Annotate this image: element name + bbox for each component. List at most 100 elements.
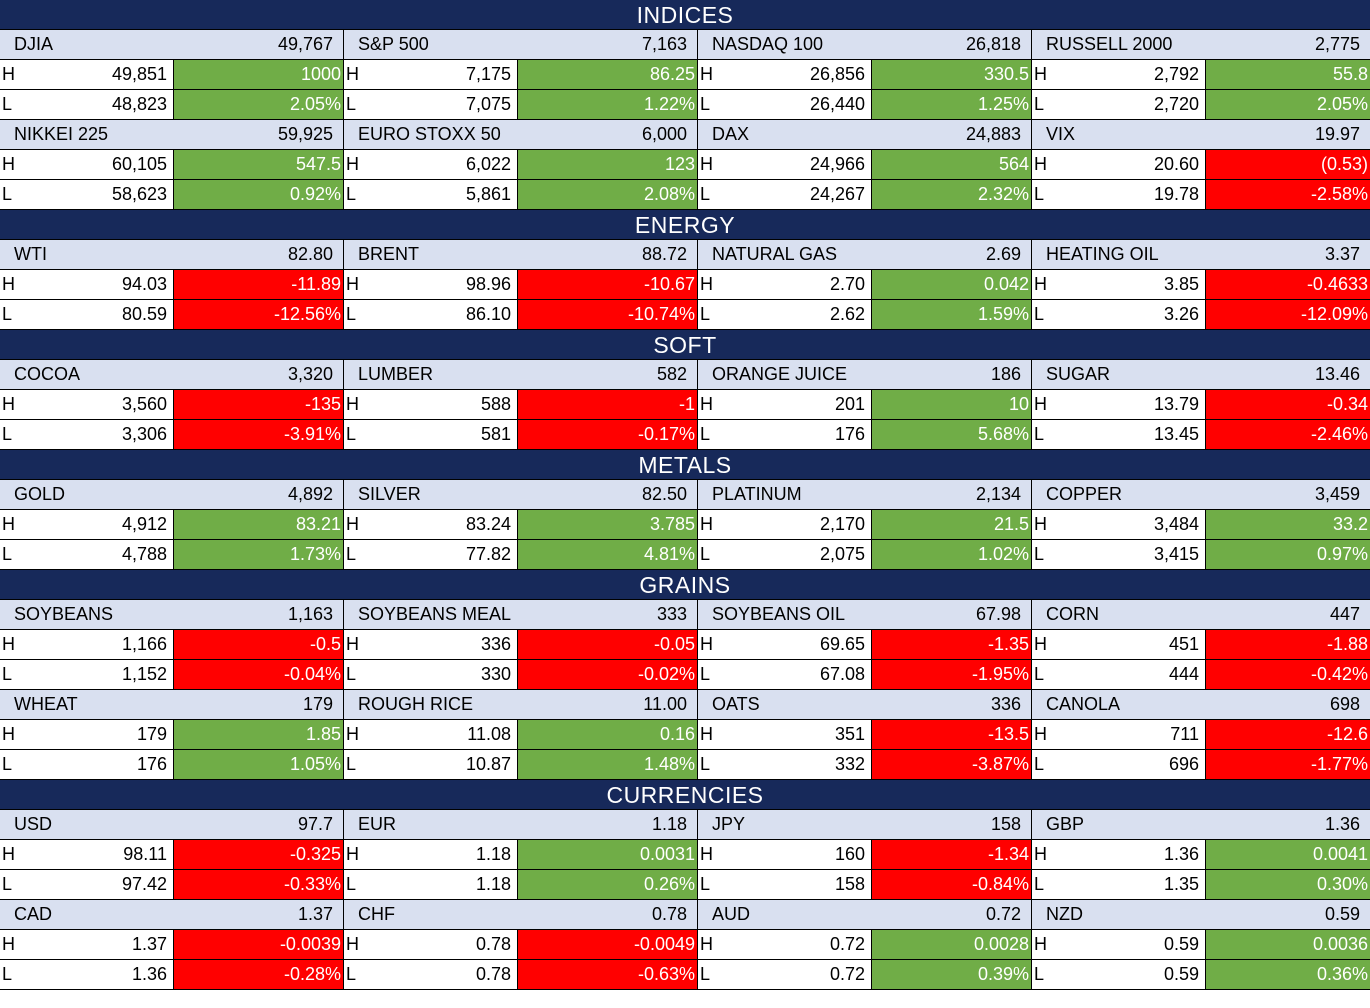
percent-change: -3.87% [872, 750, 1031, 779]
low-label: L [1032, 180, 1048, 209]
percent-change: 1.02% [872, 540, 1031, 569]
instrument-block: SUGAR 13.46 H 13.79 -0.34 L 13.45 -2.46% [1032, 360, 1370, 450]
high-label: H [698, 930, 714, 959]
percent-change: -0.02% [518, 660, 697, 689]
high-label: H [1032, 150, 1048, 179]
instrument-header: NZD 0.59 [1032, 900, 1370, 930]
instrument-header: NATURAL GAS 2.69 [698, 240, 1031, 270]
instrument-block: SOYBEANS 1,163 H 1,166 -0.5 L 1,152 -0.04% [0, 600, 344, 690]
change-value: 0.0031 [518, 840, 697, 869]
instrument-name: OATS [712, 694, 760, 714]
instrument-name: NZD [1046, 904, 1083, 924]
instrument-price: 82.80 [287, 244, 333, 264]
high-line: H 11.08 0.16 [344, 720, 697, 750]
instrument-block: SOYBEANS MEAL 333 H 336 -0.05 L 330 -0.02% [344, 600, 698, 690]
instrument-row: WHEAT 179 H 179 1.85 L 176 1.05% ROUGH RICE 11.00… [0, 690, 1370, 780]
change-value: -13.5 [872, 720, 1031, 749]
low-line: L 581 -0.17% [344, 420, 697, 450]
low-line: L 1.18 0.26% [344, 870, 697, 900]
instrument-block: CAD 1.37 H 1.37 -0.0039 L 1.36 -0.28% [0, 900, 344, 990]
percent-change: 2.05% [1206, 90, 1370, 119]
change-value: 0.16 [518, 720, 697, 749]
change-value: 10 [872, 390, 1031, 419]
change-value: -1.34 [872, 840, 1031, 869]
low-label: L [0, 660, 16, 689]
change-value: -11.89 [174, 270, 343, 299]
low-label: L [1032, 420, 1048, 449]
instrument-name: ROUGH RICE [358, 694, 474, 714]
high-value: 336 [360, 630, 518, 659]
low-label: L [344, 750, 360, 779]
low-value: 67.08 [714, 660, 872, 689]
instrument-name: SOYBEANS MEAL [358, 604, 512, 624]
instrument-price: 2,775 [1314, 34, 1360, 54]
instrument-price: 19.97 [1314, 124, 1360, 144]
change-value: 564 [872, 150, 1031, 179]
instrument-name: CAD [14, 904, 53, 924]
section-title-metals: METALS [0, 450, 1370, 480]
high-value: 3.85 [1048, 270, 1206, 299]
instrument-row: SOYBEANS 1,163 H 1,166 -0.5 L 1,152 -0.04% SOYBE… [0, 600, 1370, 690]
high-line: H 2,170 21.5 [698, 510, 1031, 540]
change-value: 21.5 [872, 510, 1031, 539]
change-value: 0.042 [872, 270, 1031, 299]
low-line: L 77.82 4.81% [344, 540, 697, 570]
instrument-price: 2.69 [985, 244, 1021, 264]
instrument-row: USD 97.7 H 98.11 -0.325 L 97.42 -0.33% EUR 1.18 H 1… [0, 810, 1370, 900]
high-label: H [1032, 840, 1048, 869]
low-label: L [0, 540, 16, 569]
high-line: H 2.70 0.042 [698, 270, 1031, 300]
low-value: 330 [360, 660, 518, 689]
low-value: 0.59 [1048, 960, 1206, 989]
instrument-name: GOLD [14, 484, 66, 504]
instrument-price: 49,767 [277, 34, 333, 54]
instrument-header: WTI 82.80 [0, 240, 343, 270]
high-label: H [1032, 60, 1048, 89]
instrument-header: WHEAT 179 [0, 690, 343, 720]
percent-change: -12.56% [174, 300, 343, 329]
high-label: H [698, 270, 714, 299]
low-label: L [1032, 750, 1048, 779]
low-label: L [698, 180, 714, 209]
instrument-header: COPPER 3,459 [1032, 480, 1370, 510]
low-value: 97.42 [16, 870, 174, 899]
high-value: 24,966 [714, 150, 872, 179]
high-value: 11.08 [360, 720, 518, 749]
low-label: L [0, 960, 16, 989]
high-label: H [0, 60, 16, 89]
low-line: L 5,861 2.08% [344, 180, 697, 210]
instrument-block: COPPER 3,459 H 3,484 33.2 L 3,415 0.97% [1032, 480, 1370, 570]
low-label: L [344, 540, 360, 569]
high-value: 4,912 [16, 510, 174, 539]
high-line: H 3,484 33.2 [1032, 510, 1370, 540]
high-value: 179 [16, 720, 174, 749]
instrument-block: NASDAQ 100 26,818 H 26,856 330.5 L 26,440 1.25% [698, 30, 1032, 120]
section-title-currencies: CURRENCIES [0, 780, 1370, 810]
instrument-block: S&P 500 7,163 H 7,175 86.25 L 7,075 1.22% [344, 30, 698, 120]
change-value: -0.0039 [174, 930, 343, 959]
high-line: H 3,560 -135 [0, 390, 343, 420]
instrument-price: 1.36 [1324, 814, 1360, 834]
low-value: 3,306 [16, 420, 174, 449]
instrument-name: CANOLA [1046, 694, 1121, 714]
instrument-header: SUGAR 13.46 [1032, 360, 1370, 390]
instrument-price: 186 [990, 364, 1021, 384]
percent-change: 2.05% [174, 90, 343, 119]
instrument-header: ROUGH RICE 11.00 [344, 690, 697, 720]
low-line: L 97.42 -0.33% [0, 870, 343, 900]
instrument-name: CHF [358, 904, 395, 924]
low-line: L 444 -0.42% [1032, 660, 1370, 690]
instrument-header: USD 97.7 [0, 810, 343, 840]
instrument-price: 6,000 [641, 124, 687, 144]
instrument-header: CAD 1.37 [0, 900, 343, 930]
high-label: H [0, 270, 16, 299]
change-value: 1000 [174, 60, 343, 89]
high-label: H [1032, 390, 1048, 419]
low-line: L 158 -0.84% [698, 870, 1031, 900]
change-value: -10.67 [518, 270, 697, 299]
high-label: H [344, 720, 360, 749]
high-line: H 98.96 -10.67 [344, 270, 697, 300]
percent-change: -3.91% [174, 420, 343, 449]
low-label: L [698, 300, 714, 329]
high-line: H 451 -1.88 [1032, 630, 1370, 660]
